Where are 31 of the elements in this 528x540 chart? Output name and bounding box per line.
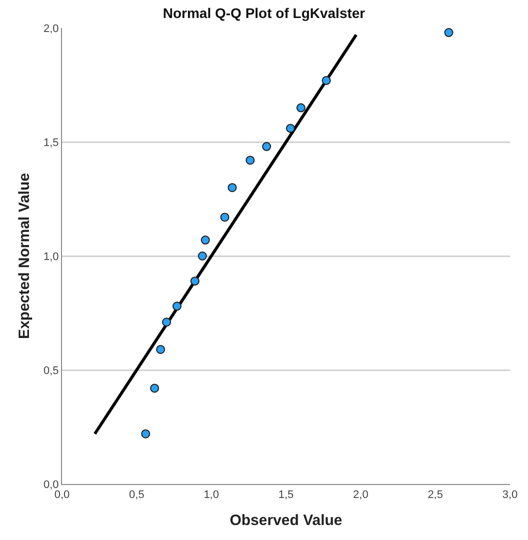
x-tick-label: 0,5 <box>129 489 144 502</box>
point <box>198 252 207 260</box>
point <box>162 318 172 327</box>
y-tick-label: 0,5 <box>44 364 59 377</box>
point <box>246 156 255 165</box>
point <box>444 28 454 38</box>
point <box>296 103 306 112</box>
point <box>190 276 200 286</box>
point <box>156 344 166 354</box>
x-tick-label: 2,0 <box>353 489 368 502</box>
point <box>172 302 182 311</box>
x-tick-label: 1,5 <box>278 489 294 502</box>
point <box>322 76 331 85</box>
x-tick-label: 2,5 <box>428 489 443 502</box>
point <box>141 429 150 438</box>
point <box>262 142 272 152</box>
y-axis-title: Expected Normal Value <box>16 173 33 339</box>
point <box>286 124 295 133</box>
y-tick-label: 1,0 <box>44 250 59 263</box>
y-tick-label: 1,5 <box>44 136 59 149</box>
point <box>200 236 210 245</box>
point <box>228 183 237 192</box>
y-tick-label: 0,0 <box>44 478 59 491</box>
x-tick-label: 1,0 <box>204 489 219 502</box>
point <box>150 384 160 393</box>
y-tick-label: 2,0 <box>44 22 59 35</box>
x-tick-label: 3,0 <box>502 489 518 502</box>
x-axis-title: Observed Value <box>230 512 342 530</box>
chart-title: Normal Q-Q Plot of LgKvalster <box>162 4 366 21</box>
point <box>220 212 230 222</box>
x-tick-label: 0,0 <box>54 489 70 502</box>
